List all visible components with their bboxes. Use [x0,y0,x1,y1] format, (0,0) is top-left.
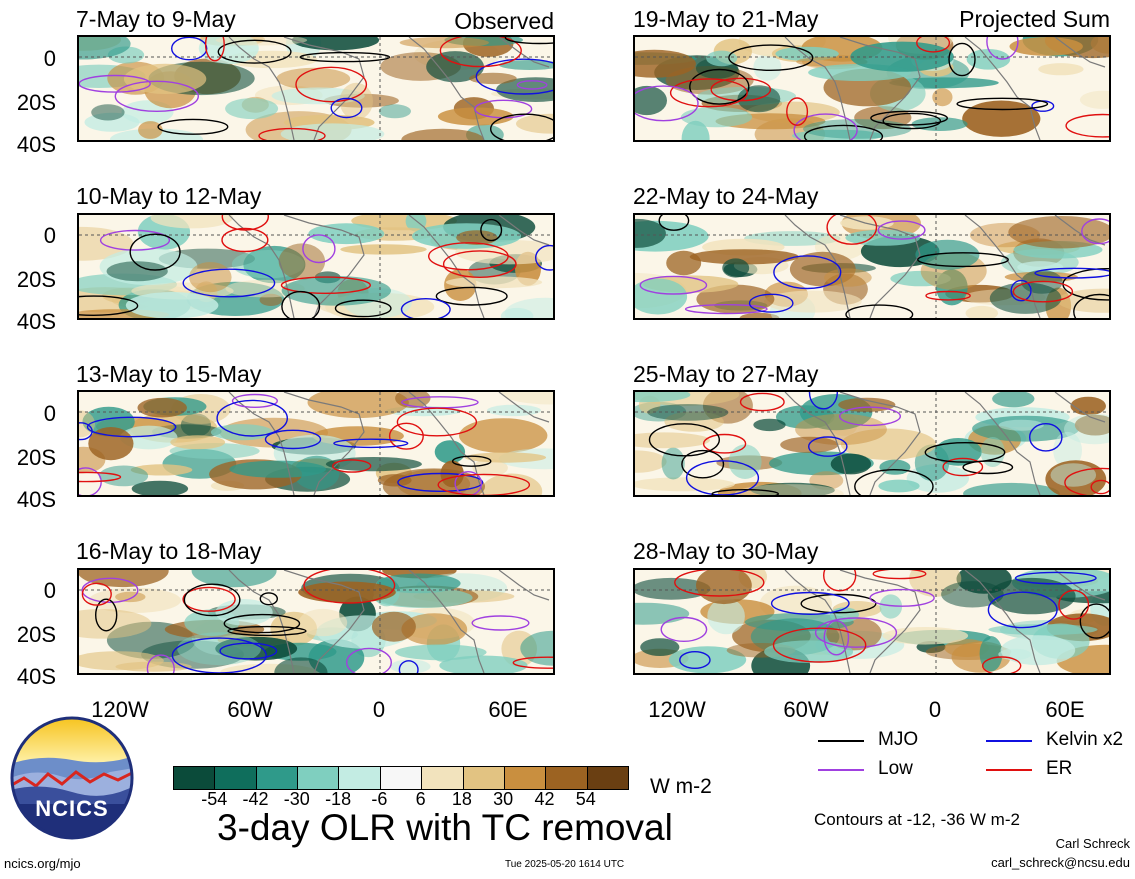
colorbar-tick-label: 30 [493,789,514,809]
colorbar-swatch [379,767,422,789]
panel-title-1: 7-May to 9-May [76,6,236,32]
panel-title-7: 25-May to 27-May [633,361,819,387]
panel-title-8: 28-May to 30-May [633,538,819,564]
colorbar-tick-label: -30 [283,789,310,809]
xtick-60e-left: 60E [488,697,528,722]
legend-kelvin-line [986,740,1032,742]
ytick-40s: 40S [16,309,56,334]
colorbar-unit: W m-2 [650,775,712,798]
legend-low-line [818,769,864,771]
olr-map-2 [79,215,553,318]
ytick-40s: 40S [16,132,56,157]
map-panel-4 [77,568,555,675]
map-panel-6 [633,213,1111,320]
ytick-0: 0 [43,401,56,426]
xtick-60e-right: 60E [1045,697,1085,722]
legend-er-line [986,769,1032,771]
colorbar-swatch [503,767,546,789]
colorbar-swatch [174,767,215,789]
colorbar-tick-label: -42 [242,789,269,809]
ytick-0: 0 [43,46,56,71]
ncics-logo: NCICS [10,716,134,840]
colorbar [173,766,629,790]
panel-title-2: 10-May to 12-May [76,183,262,209]
xtick-120w-left: 120W [91,697,149,722]
legend-low-label: Low [878,758,913,779]
colorbar-swatch [338,767,380,789]
olr-map-1 [79,37,553,140]
panel-title-6: 22-May to 24-May [633,183,819,209]
author-name: Carl Schreck [1055,836,1130,851]
ytick-40s: 40S [16,487,56,512]
colorbar-tick-label: -54 [201,789,228,809]
colorbar-tick-label: -18 [325,789,352,809]
xtick-60w-left: 60W [227,697,273,722]
colorbar-tick-label: -6 [371,789,388,809]
map-panel-3 [77,390,555,497]
ytick-0: 0 [43,223,56,248]
colorbar-swatch [297,767,339,789]
legend-mjo-line [818,740,864,742]
olr-map-3 [79,392,553,495]
observed-label: Observed [454,8,554,34]
xtick-60w-right: 60W [783,697,829,722]
olr-map-7 [635,392,1109,495]
olr-map-5 [635,37,1109,140]
colorbar-tick-label: 6 [415,789,426,809]
ytick-20s: 20S [16,267,56,292]
olr-map-6 [635,215,1109,318]
timestamp: Tue 2025-05-20 1614 UTC [505,859,625,870]
projected-label: Projected Sum [959,6,1110,32]
xtick-120w-right: 120W [648,697,706,722]
legend-er-label: ER [1046,758,1073,779]
website-link[interactable]: ncics.org/mjo [4,856,81,871]
olr-map-8 [635,570,1109,673]
map-panel-5 [633,35,1111,142]
colorbar-tick-label: 18 [451,789,472,809]
ytick-40s: 40S [16,664,56,689]
colorbar-swatch [586,767,628,789]
panel-title-4: 16-May to 18-May [76,538,262,564]
panel-title-5: 19-May to 21-May [633,6,819,32]
xtick-0-right: 0 [928,697,942,722]
map-panel-7 [633,390,1111,497]
ytick-0: 0 [43,578,56,603]
colorbar-tick-label: 42 [534,789,555,809]
colorbar-swatch [255,767,298,789]
panel-title-3: 13-May to 15-May [76,361,262,387]
ytick-20s: 20S [16,622,56,647]
colorbar-swatch [421,767,463,789]
legend-mjo-label: MJO [878,729,919,750]
ytick-20s: 20S [16,90,56,115]
xtick-0-left: 0 [372,697,386,722]
olr-map-4 [79,570,553,673]
map-panel-1 [77,35,555,142]
logo-text: NCICS [35,796,109,821]
figure-title: 3-day OLR with TC removal [217,807,673,848]
colorbar-tick-label: 54 [575,789,596,809]
colorbar-swatch [545,767,587,789]
contours-note: Contours at -12, -36 W m-2 [814,810,1020,829]
colorbar-swatch [214,767,256,789]
ytick-20s: 20S [16,445,56,470]
map-panel-8 [633,568,1111,675]
colorbar-swatch [462,767,504,789]
map-panel-2 [77,213,555,320]
author-email: carl_schreck@ncsu.edu [991,855,1130,870]
legend-kelvin-label: Kelvin x2 [1046,729,1124,750]
